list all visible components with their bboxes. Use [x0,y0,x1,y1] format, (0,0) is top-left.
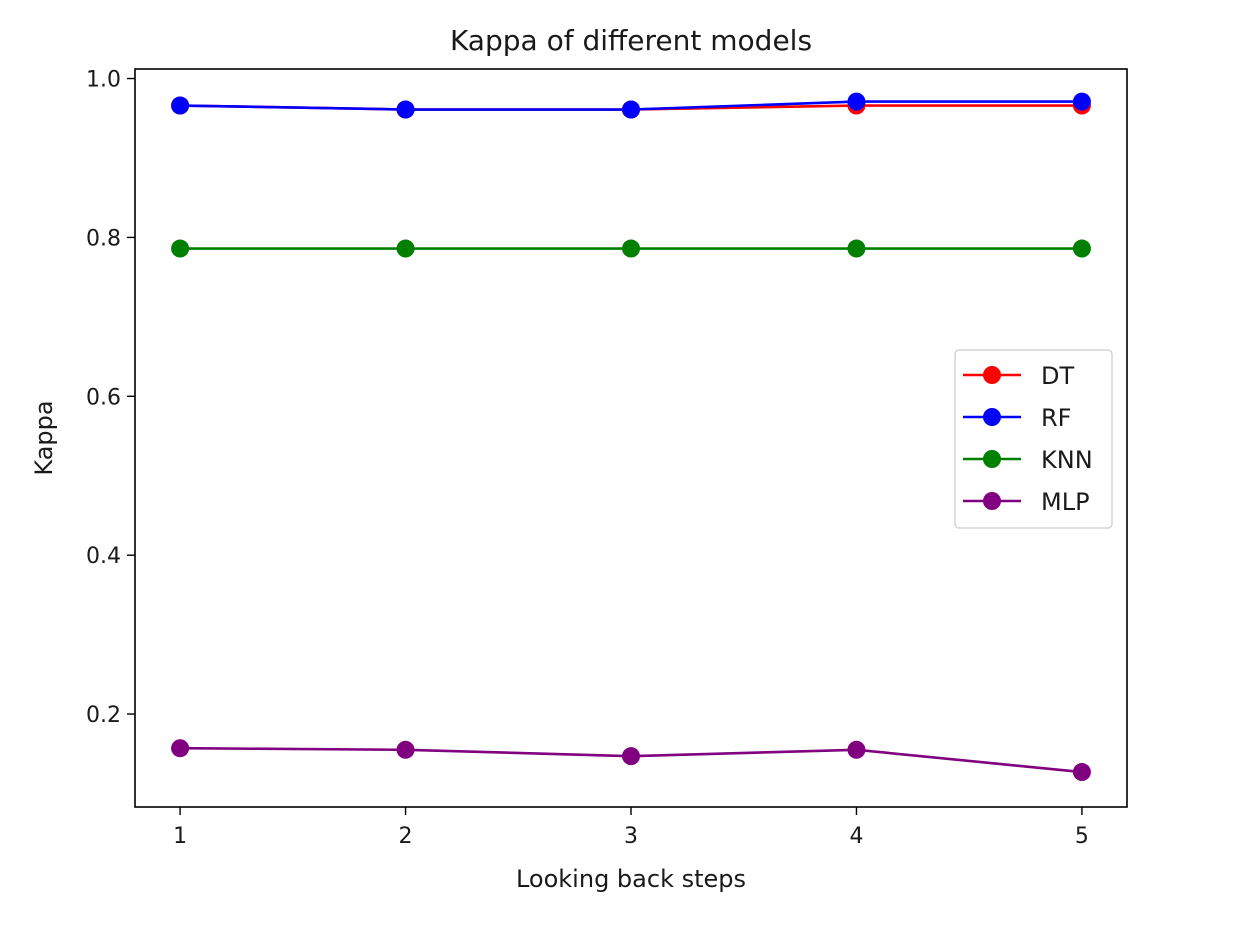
data-point-rf [396,100,415,119]
legend: DT RF KNN MLP [954,349,1113,529]
data-point-knn [847,239,866,258]
series-knn [171,239,1091,258]
x-axis-label: Looking back steps [516,865,746,893]
x-tick-label: 4 [849,824,863,849]
data-point-knn [396,239,415,258]
x-tick-label: 1 [173,824,187,849]
x-axis-ticks: 1 2 3 4 5 [173,807,1089,849]
legend-marker-knn [983,450,1001,468]
data-point-mlp [622,747,640,766]
data-point-mlp [396,740,415,759]
y-tick-label: 1.0 [86,68,121,93]
data-point-knn [171,239,190,258]
legend-box [954,349,1113,529]
legend-label-knn: KNN [1041,446,1093,474]
y-axis-label: Kappa [30,400,58,475]
series-mlp [171,739,1091,782]
legend-marker-dt [983,366,1001,384]
legend-label-mlp: MLP [1041,488,1090,516]
y-tick-label: 0.8 [86,226,121,251]
y-axis-ticks: 0.2 0.4 0.6 0.8 1.0 [86,68,135,728]
data-point-rf [171,96,190,115]
data-point-mlp [171,739,190,758]
legend-marker-mlp [983,492,1001,510]
y-tick-label: 0.4 [86,544,121,569]
series-layer [171,92,1091,782]
y-tick-label: 0.6 [86,385,121,410]
data-point-mlp [847,740,866,759]
chart-title: Kappa of different models [450,24,812,57]
y-tick-label: 0.2 [86,703,121,728]
data-point-mlp [1072,763,1091,782]
legend-label-rf: RF [1041,404,1071,432]
data-point-rf [1072,92,1091,111]
data-point-rf [622,100,640,119]
data-point-knn [622,239,640,258]
legend-label-dt: DT [1041,362,1074,390]
x-tick-label: 5 [1075,824,1089,849]
x-tick-label: 3 [624,824,638,849]
legend-marker-rf [983,408,1001,426]
data-point-rf [847,92,866,111]
x-tick-label: 2 [399,824,413,849]
series-rf [171,92,1091,119]
data-point-knn [1072,239,1091,258]
